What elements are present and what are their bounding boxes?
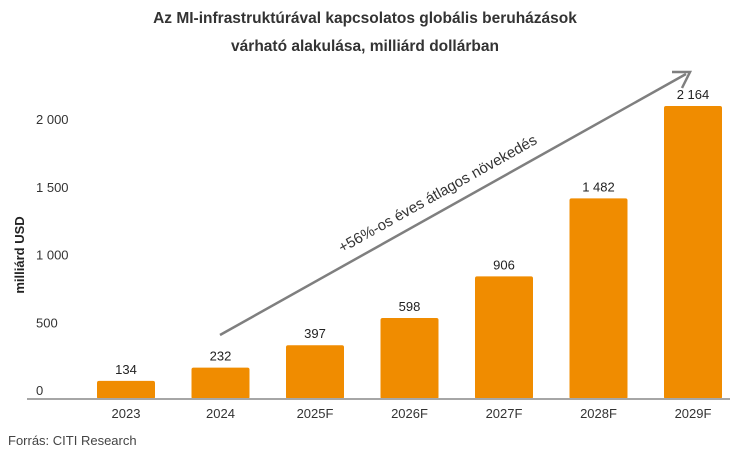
y-tick-label: 1 500 — [36, 180, 69, 195]
y-tick-label: 500 — [36, 315, 58, 330]
bar-value-label: 906 — [493, 257, 515, 272]
x-tick-label: 2026F — [391, 406, 428, 421]
bar-2024 — [191, 367, 250, 399]
bar-value-label: 134 — [115, 362, 137, 377]
bar-2028F — [569, 198, 628, 399]
y-tick-label: 1 000 — [36, 248, 69, 263]
x-tick-label: 2029F — [675, 406, 712, 421]
x-tick-label: 2024 — [206, 406, 235, 421]
bar-2027F — [475, 276, 533, 399]
bar-value-label: 1 482 — [582, 179, 615, 194]
source-note: Forrás: CITI Research — [8, 433, 137, 448]
bar-value-label: 397 — [304, 326, 326, 341]
x-tick-label: 2025F — [297, 406, 334, 421]
bar-2025F — [286, 345, 344, 399]
y-axis-label: milliárd USD — [12, 216, 27, 293]
bar-value-label: 232 — [210, 349, 232, 364]
growth-arrow — [219, 70, 693, 337]
chart-title-line-1: Az MI-infrastruktúrával kapcsolatos glob… — [153, 10, 577, 27]
bar-2023 — [97, 380, 155, 399]
chart-title-line-2: várható alakulása, milliárd dollárban — [231, 38, 499, 55]
growth-annotation: +56%-os éves átlagos növekedés — [336, 132, 540, 257]
bar-value-label: 2 164 — [677, 87, 710, 102]
growth-arrow-line — [219, 72, 687, 337]
bar-value-label: 598 — [399, 299, 421, 314]
bar-2029F — [664, 106, 722, 399]
x-tick-label: 2023 — [112, 406, 141, 421]
x-tick-label: 2027F — [486, 406, 523, 421]
bar-2026F — [380, 318, 439, 399]
y-tick-label: 2 000 — [36, 112, 69, 127]
x-tick-label: 2028F — [580, 406, 617, 421]
y-tick-label: 0 — [36, 383, 43, 398]
growth-arrow-head — [672, 70, 693, 89]
